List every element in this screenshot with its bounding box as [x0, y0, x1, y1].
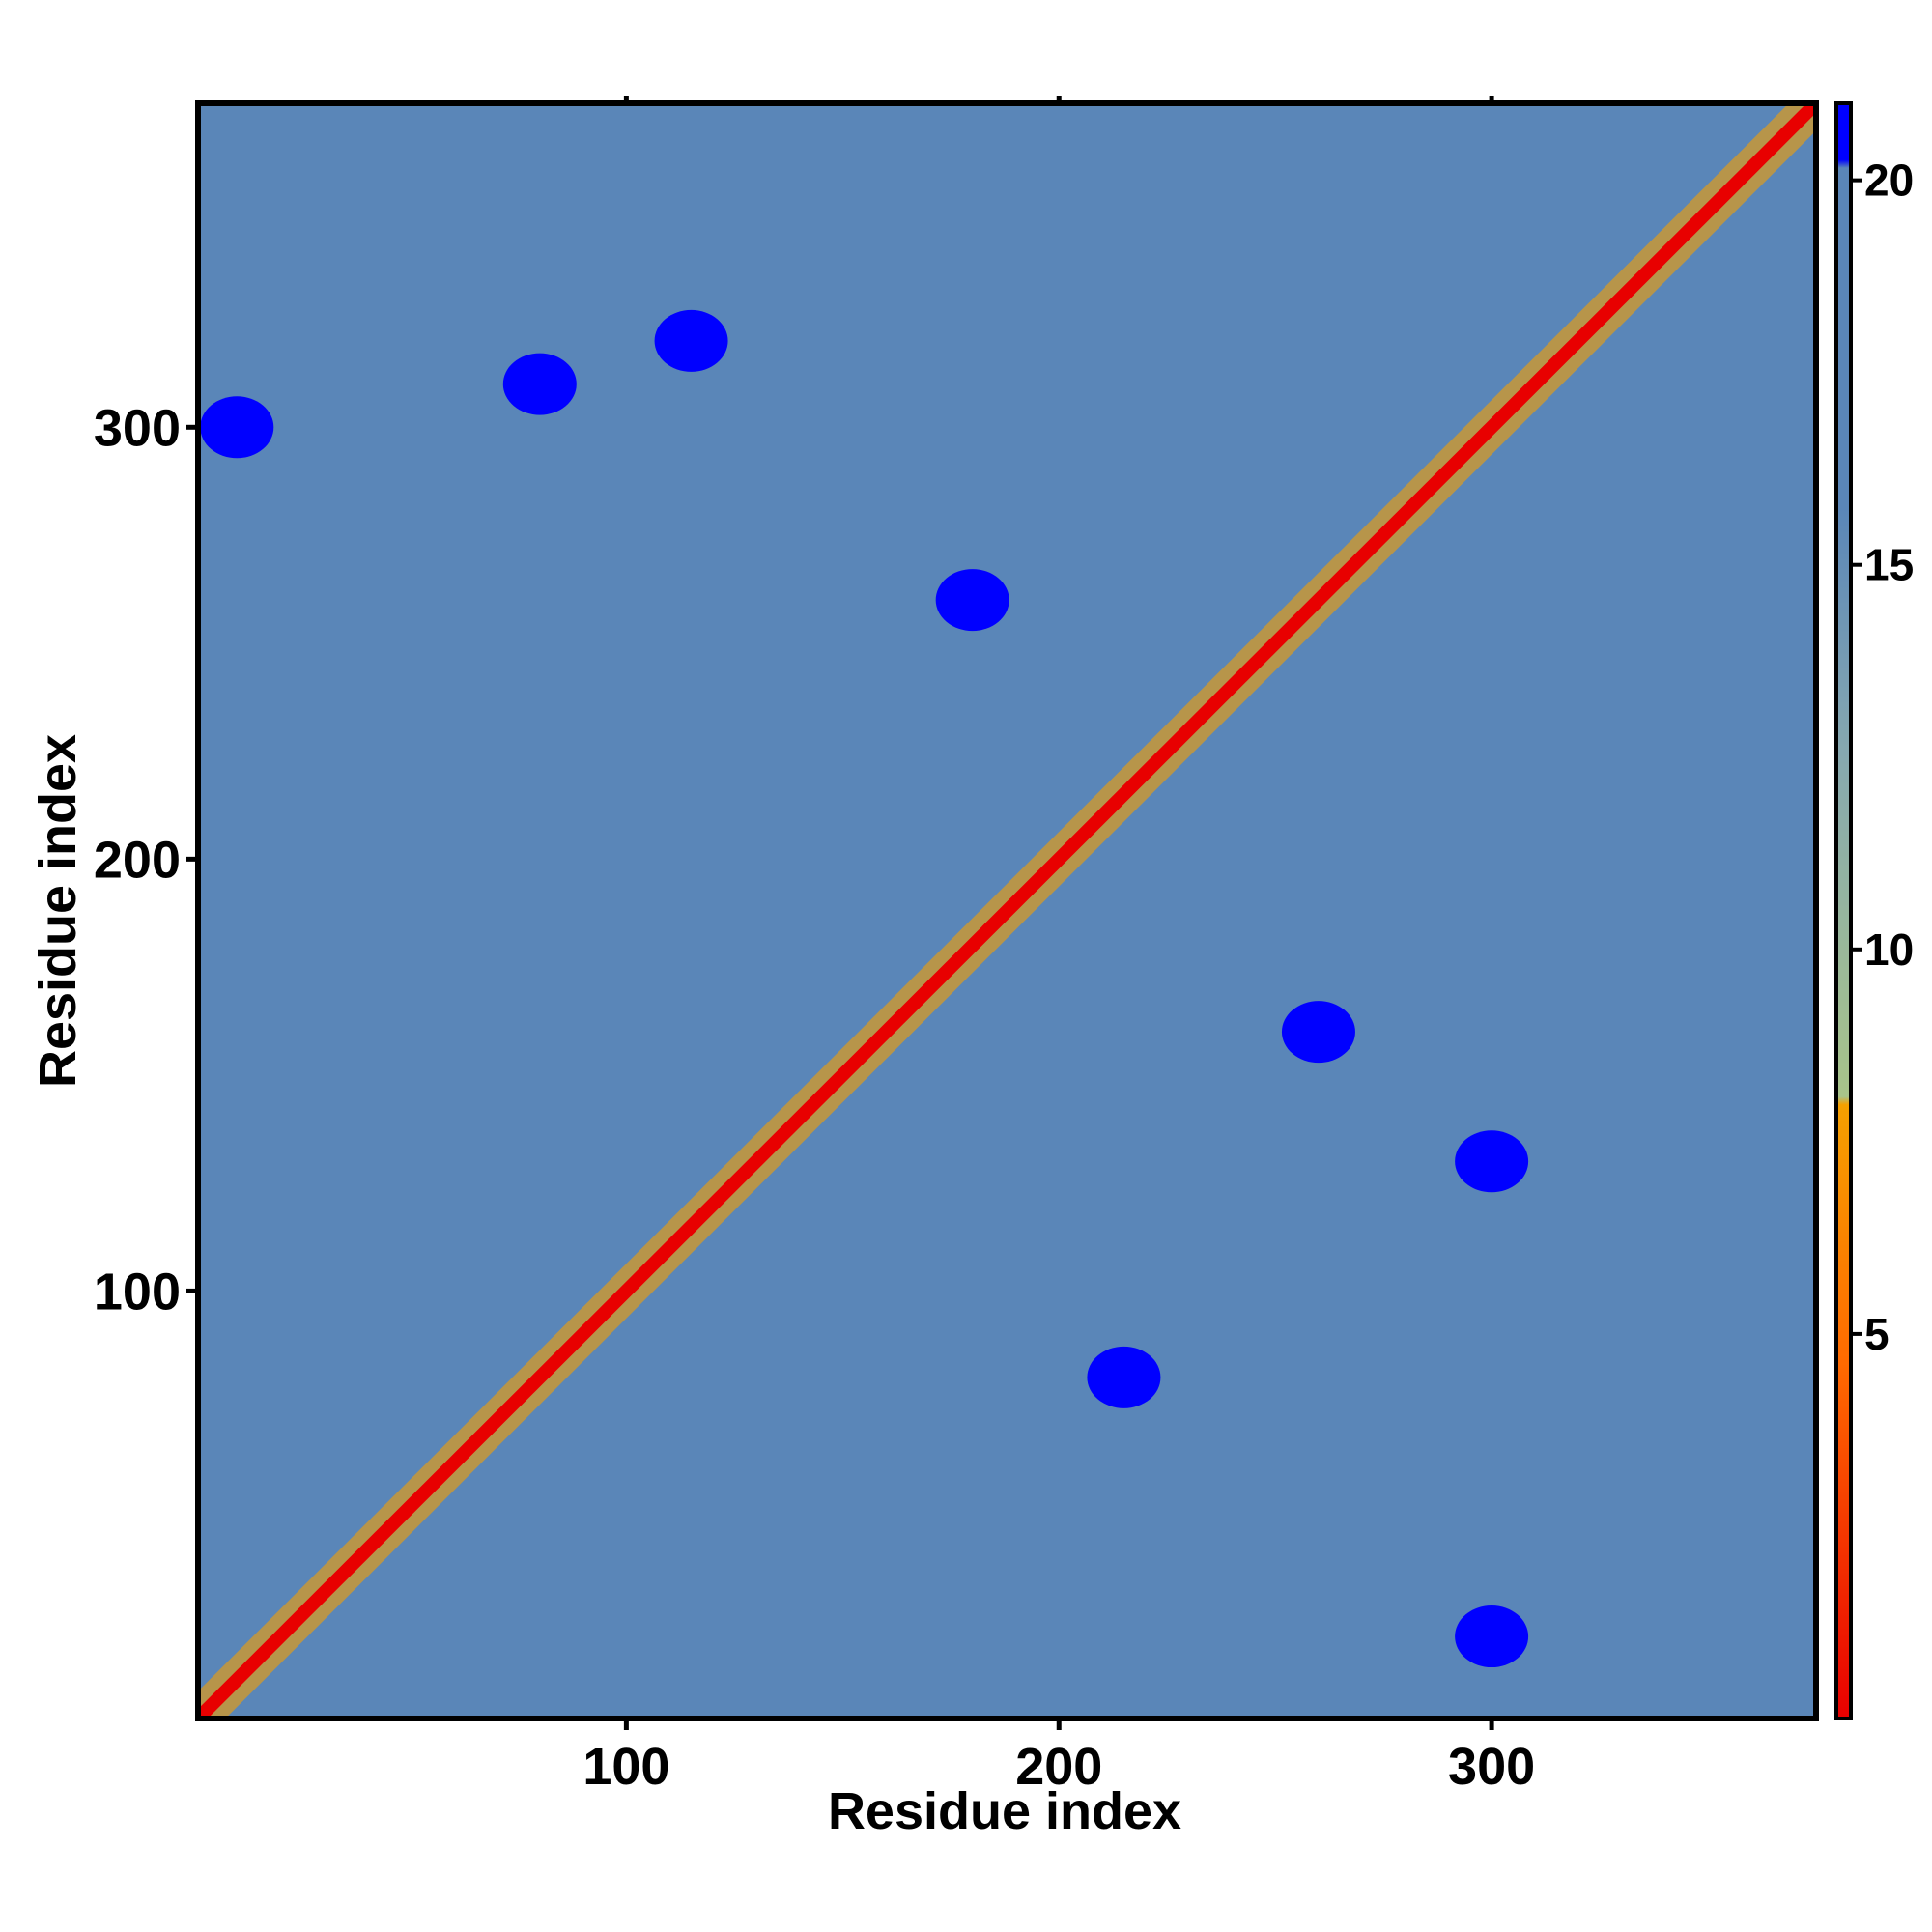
- far-distance-blob: [502, 353, 577, 415]
- colorbar-gradient: [1834, 101, 1853, 1720]
- far-distance-blob: [654, 309, 728, 372]
- y-axis: 100 200 300: [94, 399, 198, 1321]
- y-tick-label: 300: [94, 399, 181, 457]
- far-distance-blob: [1281, 1001, 1355, 1064]
- far-distance-blob: [1455, 1130, 1529, 1193]
- colorbar-tick-label: 15: [1864, 540, 1914, 590]
- colorbar-tick-label: 20: [1864, 156, 1914, 206]
- x-tick-label: 200: [1015, 1738, 1102, 1796]
- far-distance-blob: [1087, 1346, 1161, 1408]
- far-distance-blob: [200, 396, 274, 459]
- colorbar-tick-label: 5: [1864, 1309, 1889, 1359]
- x-axis: 100 200 300: [582, 96, 1535, 1796]
- x-axis-title: Residue index: [828, 1782, 1181, 1840]
- diagonal-contacts: [198, 103, 1816, 1719]
- y-axis-title: Residue index: [29, 734, 87, 1088]
- far-distance-blob: [935, 569, 1009, 632]
- colorbar: 5 10 15 20: [1834, 101, 1914, 1720]
- x-tick-label: 300: [1448, 1738, 1535, 1796]
- far-distance-blob: [1455, 1605, 1529, 1668]
- plot-frame: [195, 100, 1819, 1721]
- plot-area: [195, 100, 1819, 1721]
- colorbar-tick-label: 10: [1864, 924, 1914, 975]
- y-tick-label: 100: [94, 1263, 181, 1321]
- y-tick-label: 200: [94, 831, 181, 889]
- x-tick-label: 100: [582, 1738, 669, 1796]
